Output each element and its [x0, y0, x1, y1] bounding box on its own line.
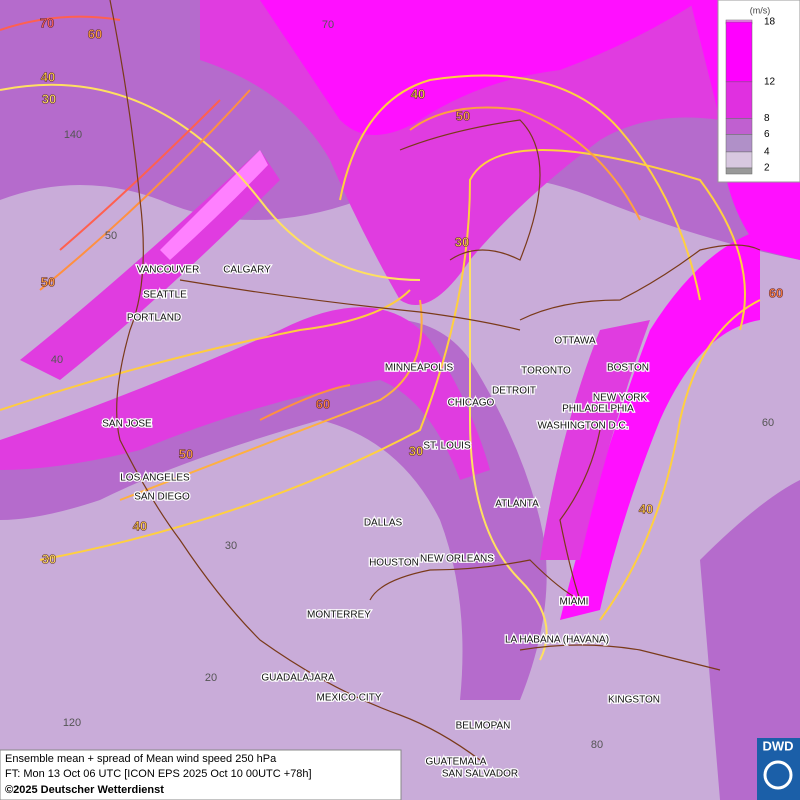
contour-label: 30 — [42, 551, 56, 566]
contour-label: 30 — [42, 91, 56, 106]
contour-label: 40 — [639, 501, 653, 516]
city-label: NEW YORK — [593, 393, 648, 404]
footer-line: FT: Mon 13 Oct 06 UTC [ICON EPS 2025 Oct… — [5, 768, 312, 780]
city-label: PHILADELPHIA — [562, 404, 634, 415]
city-label: HOUSTON — [369, 558, 419, 569]
city-label: BOSTON — [607, 363, 649, 374]
city-label: SAN SALVADOR — [442, 769, 518, 780]
grid-label: 40 — [51, 354, 63, 366]
labels: VANCOUVER CALGARY SEATTLE PORTLAND SAN JOSE L… — [39, 15, 783, 781]
city-label: OTTAWA — [554, 336, 596, 347]
city-label: CALGARY — [223, 265, 271, 276]
city-label: WASHINGTON D.C. — [537, 421, 628, 432]
grid-label: 70 — [322, 19, 334, 31]
grid-label: 120 — [63, 717, 81, 729]
city-label: DALLAS — [364, 518, 403, 529]
city-label: ST. LOUIS — [423, 441, 471, 452]
legend-label: 12 — [764, 77, 776, 88]
legend-label: 4 — [764, 147, 770, 158]
city-label: SAN DIEGO — [134, 492, 190, 503]
contour-label: 30 — [409, 443, 423, 458]
contour-label: 50 — [179, 446, 193, 461]
footer-box — [0, 749, 402, 800]
grid-label: 20 — [205, 672, 217, 684]
legend-unit: (m/s) — [750, 5, 771, 15]
coastlines — [109, 0, 761, 761]
contour-label: 60 — [88, 26, 102, 41]
legend-label: 18 — [764, 17, 776, 28]
city-label: PORTLAND — [127, 313, 181, 324]
city-label: LA HABANA (HAVANA) — [505, 635, 609, 646]
city-label: DETROIT — [492, 386, 536, 397]
contour-label: 50 — [456, 108, 470, 123]
logo-box — [757, 738, 800, 800]
legend-swatch — [725, 167, 753, 175]
footer-line: ©2025 Deutscher Wetterdienst — [5, 784, 164, 796]
city-label: MIAMI — [560, 597, 589, 608]
legend-swatch — [725, 21, 753, 83]
logo: DWD — [762, 738, 793, 753]
footer-line: Ensemble mean + spread of Mean wind spee… — [5, 753, 277, 765]
contour-label: 60 — [316, 396, 330, 411]
contour-label: 70 — [40, 15, 54, 30]
legend-label: 8 — [764, 113, 770, 124]
city-label: TORONTO — [521, 366, 571, 377]
city-label: MEXICO CITY — [316, 693, 381, 704]
legend-swatch — [725, 151, 753, 169]
contour-label: 40 — [133, 518, 147, 533]
contour-label: 60 — [769, 285, 783, 300]
contour-label: 40 — [41, 69, 55, 84]
city-label: BELMOPAN — [456, 721, 511, 732]
contour-label: 50 — [41, 274, 55, 289]
grid-label: 80 — [591, 739, 603, 751]
grid-label: 50 — [105, 230, 117, 242]
city-label: GUATEMALA — [426, 757, 487, 768]
city-label: NEW ORLEANS — [420, 554, 494, 565]
legend-swatch — [725, 118, 753, 135]
contour-label: 30 — [455, 234, 469, 249]
city-label: LOS ANGELES — [120, 473, 190, 484]
city-label: MINNEAPOLIS — [385, 363, 454, 374]
city-label: KINGSTON — [608, 695, 660, 706]
city-label: SAN JOSE — [102, 419, 152, 430]
logo-swirl — [763, 760, 793, 790]
grid-label: 60 — [762, 417, 774, 429]
grid-label: 30 — [225, 540, 237, 552]
legend-label: 6 — [764, 129, 770, 140]
city-label: ATLANTA — [495, 499, 539, 510]
city-label: CHICAGO — [448, 398, 495, 409]
contours — [0, 15, 761, 661]
city-label: GUADALAJARA — [261, 673, 335, 684]
legend-label: 2 — [764, 163, 770, 174]
legend-swatch — [725, 134, 753, 153]
city-label: MONTERREY — [307, 610, 371, 621]
grid-label: 140 — [64, 129, 82, 141]
contour-label: 40 — [411, 86, 425, 101]
city-label: SEATTLE — [143, 290, 187, 301]
legend-swatch — [725, 81, 753, 119]
city-label: VANCOUVER — [137, 265, 200, 276]
